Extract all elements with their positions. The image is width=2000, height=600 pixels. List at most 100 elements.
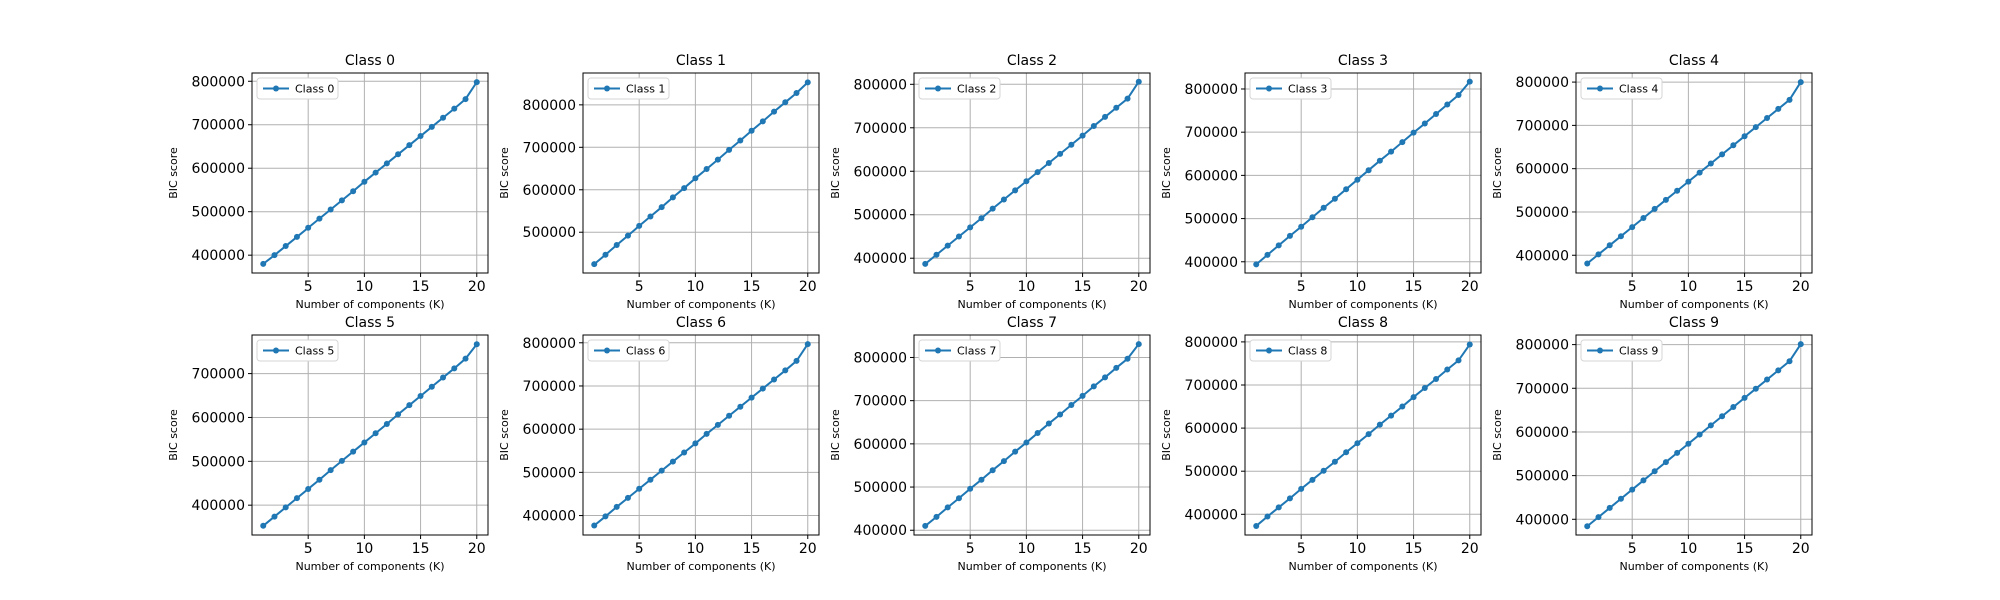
data-point — [1797, 341, 1804, 348]
y-axis-label: BIC score — [498, 147, 511, 199]
y-axis-label: BIC score — [167, 147, 180, 199]
data-point — [1135, 341, 1142, 348]
x-tick-label: 15 — [1736, 541, 1754, 557]
data-point — [1275, 504, 1282, 511]
data-point — [305, 224, 312, 231]
data-point — [1466, 341, 1473, 348]
y-axis-label: BIC score — [1160, 409, 1173, 461]
x-tick-label: 15 — [743, 541, 761, 557]
x-tick-label: 10 — [1017, 541, 1035, 557]
legend: Class 2 — [918, 77, 1001, 100]
data-point — [1264, 513, 1271, 520]
subplot-5: 5 10 15 20 400000 500000 600000 700000 Class 5 Nu… — [167, 315, 489, 573]
y-tick-label: 500000 — [523, 465, 576, 481]
y-tick-label: 800000 — [523, 336, 576, 352]
data-point — [428, 123, 435, 130]
y-tick-label: 600000 — [1185, 421, 1238, 437]
data-point — [989, 205, 996, 212]
legend: Class 7 — [918, 339, 1001, 362]
data-point — [681, 449, 688, 456]
data-point — [1057, 411, 1064, 418]
data-point — [748, 127, 755, 134]
data-point — [1275, 242, 1282, 249]
y-tick-label: 600000 — [192, 410, 245, 426]
axes-frame — [1244, 72, 1482, 274]
x-tick-label: 10 — [1679, 541, 1697, 557]
legend: Class 9 — [1580, 339, 1663, 362]
data-point — [271, 513, 278, 520]
data-point — [1707, 160, 1714, 167]
legend-label: Class 7 — [957, 345, 996, 358]
data-point — [602, 513, 609, 520]
x-tick-label: 15 — [1736, 279, 1754, 295]
data-point — [1455, 92, 1462, 99]
x-tick-label: 5 — [1297, 279, 1306, 295]
data-point — [1253, 522, 1260, 529]
data-point — [703, 165, 710, 172]
y-tick-label: 600000 — [1516, 162, 1569, 178]
data-point — [703, 430, 710, 437]
data-point — [669, 458, 676, 465]
data-point — [260, 522, 267, 529]
data-point — [440, 114, 447, 121]
x-axis-label: Number of components (K) — [1619, 298, 1768, 311]
data-point — [793, 357, 800, 364]
data-point — [1685, 178, 1692, 185]
axes-frame — [1244, 334, 1482, 536]
y-tick-label: 400000 — [1516, 248, 1569, 264]
legend-dot-marker — [273, 85, 279, 92]
data-point — [1023, 178, 1030, 185]
data-point — [955, 495, 962, 502]
y-tick-label: 600000 — [1516, 425, 1569, 441]
x-axis-label: Number of components (K) — [295, 298, 444, 311]
data-point — [1068, 401, 1075, 408]
data-point — [1584, 523, 1591, 530]
x-tick-label: 20 — [1792, 541, 1810, 557]
axes-frame — [1575, 72, 1813, 274]
y-tick-label: 400000 — [192, 498, 245, 514]
data-point — [451, 105, 458, 112]
axes-frame — [1575, 334, 1813, 536]
data-point — [955, 233, 962, 240]
y-axis-label: BIC score — [829, 409, 842, 461]
y-tick-label: 400000 — [1516, 512, 1569, 528]
data-point — [1399, 139, 1406, 146]
data-point — [1696, 169, 1703, 176]
data-point — [395, 151, 402, 158]
y-axis-label: BIC score — [1491, 409, 1504, 461]
data-point — [647, 213, 654, 220]
y-tick-label: 400000 — [1185, 507, 1238, 523]
data-point — [771, 108, 778, 115]
legend-box — [918, 77, 1001, 100]
data-point — [1651, 205, 1658, 212]
data-point — [1662, 459, 1669, 466]
legend: Class 6 — [587, 339, 670, 362]
y-tick-label: 600000 — [523, 183, 576, 199]
data-point — [316, 215, 323, 222]
y-tick-label: 500000 — [1185, 212, 1238, 228]
x-axis-label: Number of components (K) — [1288, 560, 1437, 573]
data-point — [759, 385, 766, 392]
data-point — [647, 476, 654, 483]
data-point — [1045, 160, 1052, 166]
data-point — [1786, 358, 1793, 365]
data-point — [1786, 96, 1793, 103]
data-point — [462, 96, 469, 103]
y-tick-label: 700000 — [854, 121, 907, 137]
y-tick-label: 700000 — [1516, 381, 1569, 397]
data-point — [1079, 132, 1086, 139]
legend: Class 5 — [256, 339, 339, 362]
data-point — [1320, 467, 1327, 474]
data-point — [1444, 366, 1451, 373]
y-tick-label: 500000 — [1516, 469, 1569, 485]
subplot-0: 5 10 15 20 400000 500000 600000 700000 800000 Cla… — [167, 53, 489, 311]
x-tick-label: 10 — [355, 279, 373, 295]
legend-label: Class 1 — [626, 83, 665, 96]
x-tick-label: 10 — [686, 279, 704, 295]
legend-label: Class 9 — [1619, 345, 1658, 358]
data-point — [726, 146, 733, 153]
y-tick-label: 400000 — [192, 248, 245, 264]
data-point — [440, 374, 447, 381]
axes-frame — [251, 72, 489, 274]
y-tick-label: 600000 — [854, 164, 907, 180]
